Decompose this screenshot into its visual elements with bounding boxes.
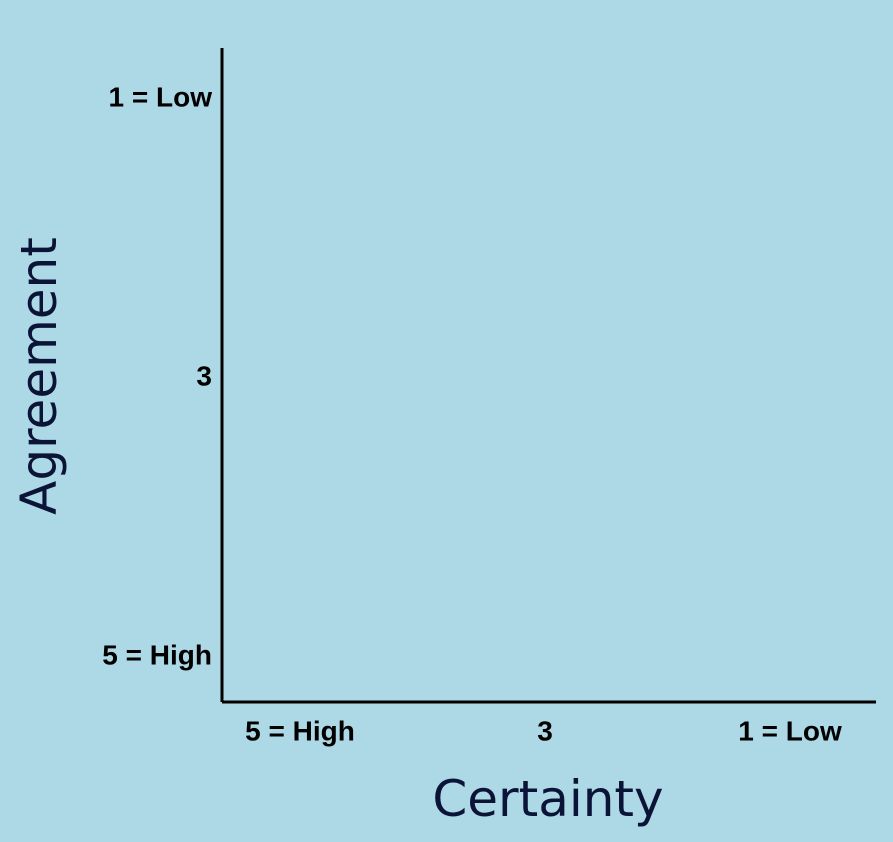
x-tick-label: 5 = High xyxy=(245,716,355,747)
x-tick-label: 3 xyxy=(537,716,553,747)
x-tick-label: 1 = Low xyxy=(738,716,842,747)
x-axis-title: Certainty xyxy=(432,770,663,828)
y-axis-ticks: 1 = Low 3 5 = High xyxy=(102,82,212,671)
y-tick-label: 3 xyxy=(196,361,212,392)
y-tick-label: 1 = Low xyxy=(109,82,213,113)
y-tick-label: 5 = High xyxy=(102,640,212,671)
x-axis-ticks: 5 = High 3 1 = Low xyxy=(245,716,842,747)
y-axis-title: Agreement xyxy=(10,237,68,515)
